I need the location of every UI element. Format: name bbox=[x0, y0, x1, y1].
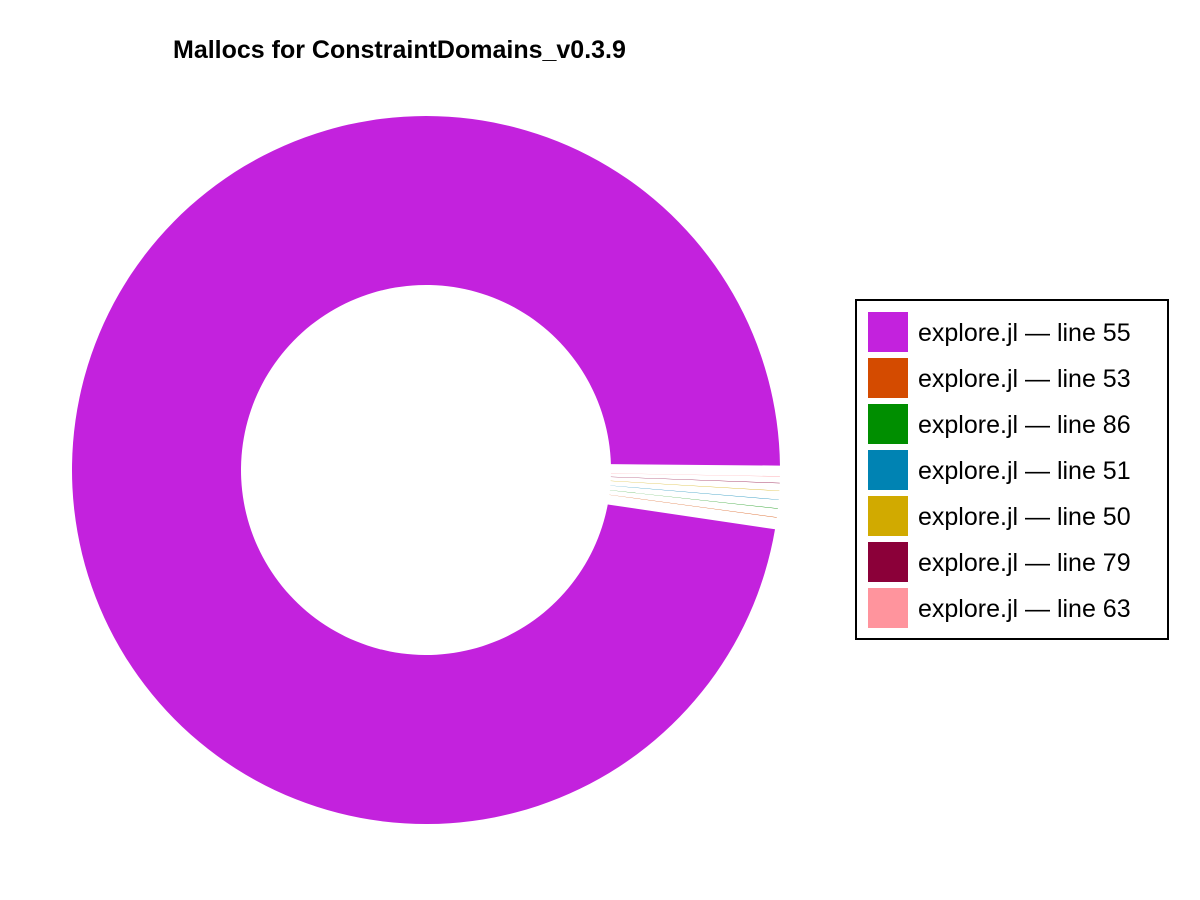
legend-label-5: explore.jl — line 79 bbox=[918, 549, 1131, 577]
legend-items: explore.jl — line 55 explore.jl — line 53… bbox=[868, 312, 1131, 628]
legend-swatch-0 bbox=[868, 312, 908, 352]
legend-swatch-6 bbox=[868, 588, 908, 628]
legend-label-1: explore.jl — line 53 bbox=[918, 365, 1131, 393]
donut-slice-2 bbox=[609, 490, 778, 509]
legend-swatch-3 bbox=[868, 450, 908, 490]
legend-swatch-2 bbox=[868, 404, 908, 444]
legend-label-4: explore.jl — line 50 bbox=[918, 503, 1131, 531]
donut-slices bbox=[71, 116, 780, 825]
legend-swatch-4 bbox=[868, 496, 908, 536]
donut-slice-0 bbox=[71, 116, 780, 825]
chart-title: Mallocs for ConstraintDomains_v0.3.9 bbox=[173, 36, 626, 64]
donut-slice-4 bbox=[610, 480, 780, 492]
donut-slice-1 bbox=[609, 494, 777, 518]
donut-slice-3 bbox=[610, 485, 779, 500]
donut-slice-5 bbox=[610, 476, 780, 484]
legend-label-2: explore.jl — line 86 bbox=[918, 411, 1131, 439]
legend-swatch-5 bbox=[868, 542, 908, 582]
legend-label-6: explore.jl — line 63 bbox=[918, 595, 1131, 623]
legend-label-0: explore.jl — line 55 bbox=[918, 319, 1131, 347]
legend-swatch-1 bbox=[868, 358, 908, 398]
donut-slice-6 bbox=[610, 473, 780, 477]
legend: explore.jl — line 55 explore.jl — line 53… bbox=[855, 299, 1169, 640]
legend-label-3: explore.jl — line 51 bbox=[918, 457, 1131, 485]
